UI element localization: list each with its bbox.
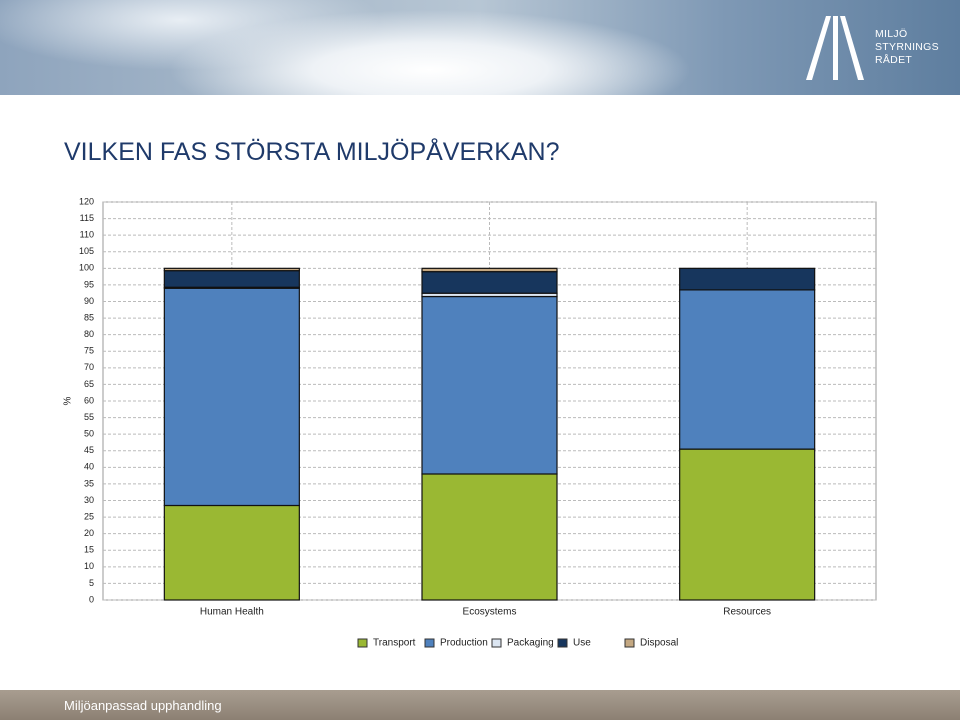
bar-segment — [421, 271, 558, 294]
slide-title: VILKEN FAS STÖRSTA MILJÖPÅVERKAN? — [64, 138, 560, 166]
header-banner: MILJÖ STYRNINGS RÅDET — [0, 0, 960, 95]
y-tick-label: 100 — [79, 263, 94, 273]
y-tick-label: 5 — [89, 578, 94, 588]
bar-segment — [421, 473, 558, 601]
legend-swatch — [491, 638, 502, 648]
y-tick-label: 105 — [79, 246, 94, 256]
y-tick-label: 45 — [84, 445, 94, 455]
bar-segment — [421, 295, 558, 475]
legend-swatch — [624, 638, 635, 648]
y-tick-label: 80 — [84, 329, 94, 339]
y-tick-label: 70 — [84, 362, 94, 372]
logo-line: STYRNINGS — [875, 41, 939, 53]
x-tick-label: Human Health — [200, 607, 264, 618]
legend-label: Use — [573, 638, 591, 649]
y-tick-label: 35 — [84, 478, 94, 488]
bar-segment — [163, 270, 300, 288]
y-tick-label: 90 — [84, 296, 94, 306]
y-tick-label: 10 — [84, 561, 94, 571]
y-tick-label: 60 — [84, 395, 94, 405]
logo-mark — [806, 16, 864, 80]
footer: Miljöanpassad upphandling — [0, 690, 960, 720]
y-axis-label: % — [63, 396, 74, 405]
legend-swatch — [424, 638, 435, 648]
y-tick-label: 75 — [84, 346, 94, 356]
y-tick-label: 20 — [84, 528, 94, 538]
footer-text: Miljöanpassad upphandling — [64, 698, 222, 713]
y-tick-label: 0 — [89, 594, 94, 604]
bar-segment — [679, 448, 816, 601]
legend-label: Disposal — [640, 638, 678, 649]
legend-swatch — [557, 638, 568, 648]
logo-line: MILJÖ — [875, 28, 908, 40]
legend-label: Packaging — [507, 638, 554, 649]
x-tick-label: Resources — [723, 607, 771, 618]
y-tick-label: 40 — [84, 462, 94, 472]
y-tick-label: 50 — [84, 429, 94, 439]
bar-segment — [679, 267, 816, 291]
y-tick-label: 85 — [84, 312, 94, 322]
bar-segment — [163, 287, 300, 507]
y-tick-label: 115 — [80, 213, 94, 223]
y-tick-label: 25 — [84, 511, 94, 521]
legend-label: Production — [440, 638, 488, 649]
y-tick-label: 55 — [84, 412, 94, 422]
bar-segment — [421, 267, 558, 273]
y-tick-label: 15 — [84, 545, 94, 555]
bar-segment — [679, 289, 816, 450]
y-tick-label: 30 — [84, 495, 94, 505]
legend-label: Transport — [373, 638, 416, 649]
y-tick-label: 110 — [80, 230, 94, 240]
x-tick-label: Ecosystems — [463, 607, 517, 618]
y-tick-label: 120 — [79, 196, 94, 206]
bar-segment — [163, 267, 300, 272]
logo-text: MILJÖ STYRNINGS RÅDET — [875, 28, 939, 67]
chart: 0 5 10 15 20 25 30 35 40 45 50 55 60 65 70 75 80 85 90 95 10… — [63, 196, 877, 649]
legend-swatch — [357, 638, 368, 648]
bar-segment — [163, 504, 300, 601]
y-tick-label: 65 — [84, 379, 94, 389]
y-tick-label: 95 — [84, 279, 94, 289]
logo-line: RÅDET — [875, 54, 913, 66]
